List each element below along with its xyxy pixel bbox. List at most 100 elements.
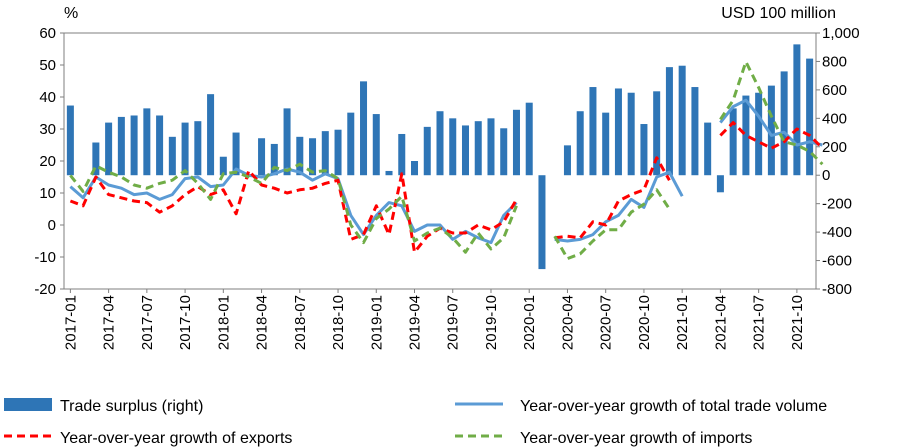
legend-label-total-trade: Year-over-year growth of total trade vol…: [520, 398, 827, 415]
bar-trade-surplus: [258, 138, 266, 176]
x-tick-label: 2021-01: [674, 295, 691, 350]
right-tick-label: -400: [822, 224, 852, 241]
bar-trade-surplus: [309, 138, 317, 176]
x-tick-label: 2020-04: [559, 295, 576, 350]
right-tick-label: 1,000: [822, 25, 860, 42]
left-tick-label: 40: [39, 89, 56, 106]
bar-trade-surplus: [563, 145, 571, 176]
bar-trade-surplus: [691, 87, 699, 176]
bar-trade-surplus: [755, 92, 763, 176]
bar-trade-surplus: [398, 133, 406, 176]
bar-trade-surplus: [117, 116, 125, 176]
bar-trade-surplus: [207, 94, 215, 176]
x-tick-label: 2020-10: [636, 295, 653, 350]
bar-trade-surplus: [156, 115, 164, 176]
left-tick-label: 30: [39, 121, 56, 138]
x-tick-label: 2020-01: [521, 295, 538, 350]
left-tick-label: 50: [39, 57, 56, 74]
bar-trade-surplus: [589, 87, 597, 176]
x-tick-label: 2018-04: [254, 295, 271, 350]
ticks-layer: -20 -10 0 10 20 30 40 50 60 -800 -600 -400 -200 0 200 4…: [34, 25, 859, 350]
right-axis-unit: USD 100 million: [721, 5, 836, 22]
x-tick-label: 2018-07: [292, 295, 309, 350]
left-tick-label: -20: [34, 281, 56, 298]
bar-trade-surplus: [296, 136, 304, 176]
bar-trade-surplus: [576, 111, 584, 176]
bar-trade-surplus: [806, 58, 814, 176]
legend-label-trade-surplus: Trade surplus (right): [60, 398, 203, 415]
axes-layer: [60, 32, 820, 293]
lines-layer: [69, 60, 824, 261]
x-tick-label: 2021-04: [712, 295, 729, 350]
right-tick-label: 200: [822, 139, 847, 156]
left-tick-label: 60: [39, 25, 56, 42]
bar-trade-surplus: [385, 170, 393, 176]
x-tick-label: 2017-04: [101, 295, 118, 350]
bar-trade-surplus: [729, 108, 737, 176]
right-tick-label: 600: [822, 82, 847, 99]
x-tick-label: 2018-01: [215, 295, 232, 350]
bars-layer: [66, 44, 814, 270]
bar-trade-surplus: [742, 95, 750, 176]
left-tick-label: 10: [39, 185, 56, 202]
bar-trade-surplus: [360, 81, 368, 176]
x-tick-label: 2019-10: [483, 295, 500, 350]
left-tick-label: 20: [39, 153, 56, 170]
bar-trade-surplus: [767, 85, 775, 176]
bar-trade-surplus: [640, 124, 648, 176]
bar-trade-surplus: [283, 108, 291, 176]
x-tick-label: 2021-10: [789, 295, 806, 350]
x-tick-label: 2017-01: [62, 295, 79, 350]
bar-trade-surplus: [716, 175, 724, 193]
line-exports: [69, 169, 518, 254]
bar-trade-surplus: [372, 114, 380, 176]
legend-label-imports: Year-over-year growth of imports: [520, 430, 752, 447]
line-total-trade: [554, 170, 684, 243]
x-tick-label: 2019-01: [368, 295, 385, 350]
bar-trade-surplus: [232, 132, 240, 176]
bar-trade-surplus: [704, 122, 712, 176]
bar-trade-surplus: [334, 129, 342, 176]
bar-trade-surplus: [500, 128, 508, 176]
bar-trade-surplus: [627, 92, 635, 176]
bar-trade-surplus: [665, 67, 673, 176]
bar-trade-surplus: [538, 175, 546, 270]
x-tick-label: 2018-10: [330, 295, 347, 350]
bar-trade-surplus: [449, 118, 457, 176]
bar-trade-surplus: [436, 111, 444, 176]
right-tick-label: -600: [822, 253, 852, 270]
bar-trade-surplus: [678, 65, 686, 176]
bar-trade-surplus: [347, 112, 355, 176]
bar-trade-surplus: [487, 118, 495, 176]
left-axis-unit: %: [64, 5, 78, 22]
bar-trade-surplus: [653, 91, 661, 176]
line-imports: [719, 60, 824, 166]
right-tick-label: -800: [822, 281, 852, 298]
x-tick-label: 2017-10: [177, 295, 194, 350]
bar-trade-surplus: [411, 161, 419, 176]
legend: Trade surplus (right) Year-over-year gro…: [4, 398, 827, 447]
bar-trade-surplus: [780, 71, 788, 176]
left-tick-label: -10: [34, 249, 56, 266]
bar-trade-surplus: [602, 112, 610, 176]
bar-trade-surplus: [105, 122, 113, 176]
bar-trade-surplus: [66, 105, 74, 176]
bar-trade-surplus: [181, 122, 189, 176]
x-tick-label: 2020-07: [598, 295, 615, 350]
bar-trade-surplus: [474, 121, 482, 176]
x-tick-label: 2017-07: [139, 295, 156, 350]
bar-trade-surplus: [525, 102, 533, 176]
line-exports: [554, 156, 671, 240]
right-tick-label: 800: [822, 53, 847, 70]
line-imports: [553, 188, 671, 261]
left-tick-label: 0: [48, 217, 56, 234]
right-tick-label: 400: [822, 110, 847, 127]
bar-trade-surplus: [614, 88, 622, 176]
bar-trade-surplus: [143, 108, 151, 176]
bar-trade-surplus: [130, 115, 138, 176]
bar-trade-surplus: [461, 125, 469, 176]
right-tick-label: -200: [822, 196, 852, 213]
bar-trade-surplus: [512, 109, 520, 176]
x-tick-label: 2019-04: [407, 295, 424, 350]
right-tick-label: 0: [822, 167, 830, 184]
